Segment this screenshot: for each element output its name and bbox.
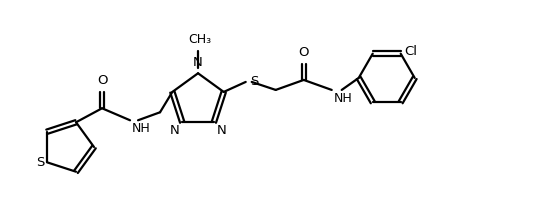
Text: CH₃: CH₃ bbox=[188, 33, 212, 46]
Text: Cl: Cl bbox=[404, 45, 418, 58]
Text: S: S bbox=[36, 156, 45, 169]
Text: N: N bbox=[217, 124, 227, 137]
Text: O: O bbox=[299, 46, 309, 59]
Text: N: N bbox=[170, 124, 179, 137]
Text: NH: NH bbox=[132, 122, 151, 135]
Text: S: S bbox=[250, 75, 258, 88]
Text: O: O bbox=[97, 74, 108, 87]
Text: N: N bbox=[193, 56, 203, 69]
Text: NH: NH bbox=[334, 92, 353, 105]
